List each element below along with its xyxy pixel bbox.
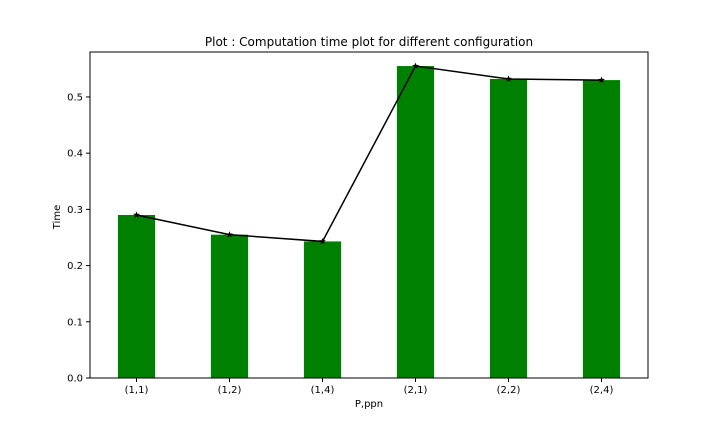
bar [210,234,249,378]
data-point-marker [319,237,326,245]
line-series-group [136,65,602,243]
data-point-marker [505,75,512,82]
data-point-marker [133,211,140,218]
data-point-marker [412,62,419,69]
chart-title: Plot : Computation time plot for differe… [205,35,533,49]
series-line [136,65,602,243]
y-tick-label: 0.4 [67,149,83,160]
x-tick-label: (2,2) [497,385,521,396]
bar [489,78,528,378]
x-tick-label: (1,1) [125,385,149,396]
bar [303,241,342,378]
y-axis-label: Time [52,205,63,230]
x-tick-label: (2,1) [404,385,428,396]
x-tick-label: (2,4) [590,385,614,396]
bar [117,215,156,378]
plot-frame [89,51,649,379]
y-tick-label: 0.2 [67,261,83,272]
markers-group [133,62,605,245]
y-tick-label: 0.0 [67,374,83,385]
bar [396,66,435,379]
data-point-marker [598,76,605,84]
y-tick-label: 0.5 [67,92,83,103]
x-tick-label: (1,4) [311,385,335,396]
bar [582,80,621,378]
y-tick-label: 0.3 [67,205,83,216]
y-ticks-group: 0.0 0.1 0.2 0.3 0.4 0.5 [67,92,90,385]
bars-group [117,66,621,379]
y-tick-label: 0.1 [67,317,83,328]
x-axis-label: P,ppn [355,399,383,410]
x-tick-label: (1,2) [218,385,242,396]
x-ticks-group: (1,1) (1,2) (1,4) (2,1) (2,2) (2,4) [125,378,614,396]
data-point-marker [226,231,233,238]
